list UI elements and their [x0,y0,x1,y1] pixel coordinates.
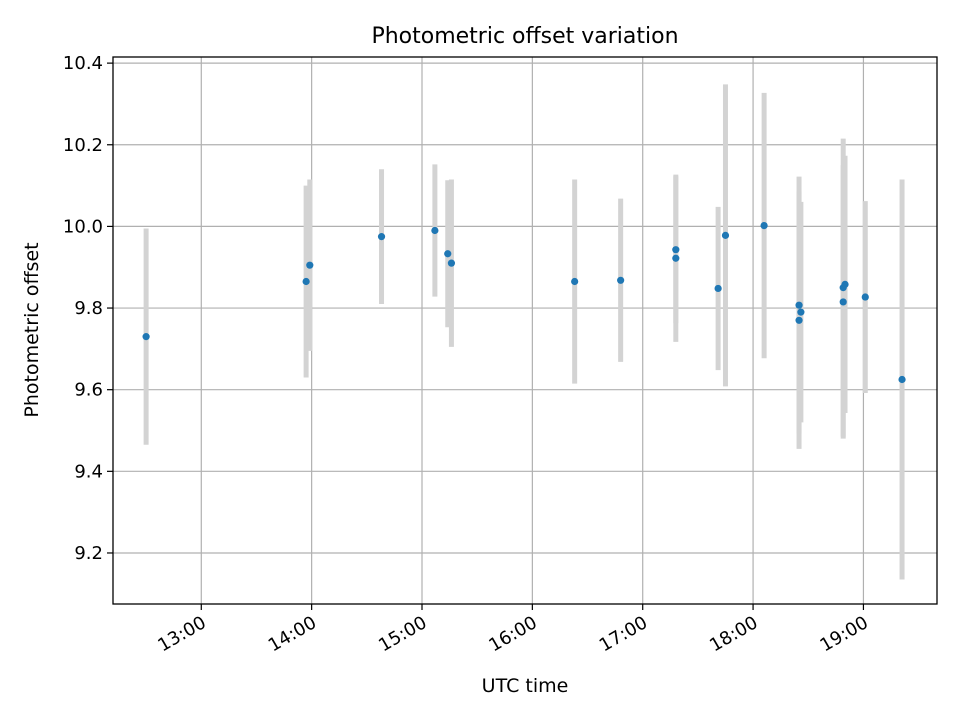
data-point [571,277,579,286]
error-bars [143,84,905,580]
y-tick-label: 9.2 [74,543,103,564]
data-point [377,233,386,241]
x-axis-ticks: 13:00 14:00 15:00 16:00 17:00 18:00 19:00 [154,604,872,656]
data-point [302,277,310,286]
data-point [795,316,803,324]
x-tick-label: 13:00 [154,612,209,656]
data-point [142,333,150,341]
data-points [142,221,906,384]
plot-frame [112,56,938,605]
data-point [760,221,768,230]
x-tick-label: 14:00 [265,612,320,656]
data-point [306,261,314,269]
data-point [898,375,906,384]
data-point [861,293,869,301]
grid [113,57,937,604]
data-point [839,298,847,306]
y-axis-ticks: 9.2 9.4 9.6 9.8 10.0 10.2 10.4 [63,53,113,564]
x-tick-label: 19:00 [817,612,872,656]
x-tick-label: 15:00 [375,612,430,656]
y-tick-label: 10.4 [63,53,103,74]
data-point [797,308,805,316]
y-tick-label: 10.2 [63,135,103,156]
data-point [617,276,625,284]
data-point [795,301,803,309]
y-tick-label: 9.6 [74,380,103,401]
data-point [431,226,439,235]
chart-title: Photometric offset variation [371,24,678,49]
data-point [721,231,730,239]
data-point [447,259,456,267]
x-axis-label: UTC time [482,675,569,697]
x-tick-label: 18:00 [706,612,761,656]
data-point [672,254,680,262]
data-point [841,280,849,288]
y-tick-label: 9.8 [74,298,103,319]
y-tick-label: 9.4 [74,461,103,482]
data-point [714,284,722,293]
y-axis-label: Photometric offset [21,242,43,417]
data-point [672,246,680,254]
x-tick-label: 16:00 [485,612,540,656]
y-tick-label: 10.0 [63,216,103,237]
data-point [444,250,452,258]
x-tick-label: 17:00 [596,612,651,656]
